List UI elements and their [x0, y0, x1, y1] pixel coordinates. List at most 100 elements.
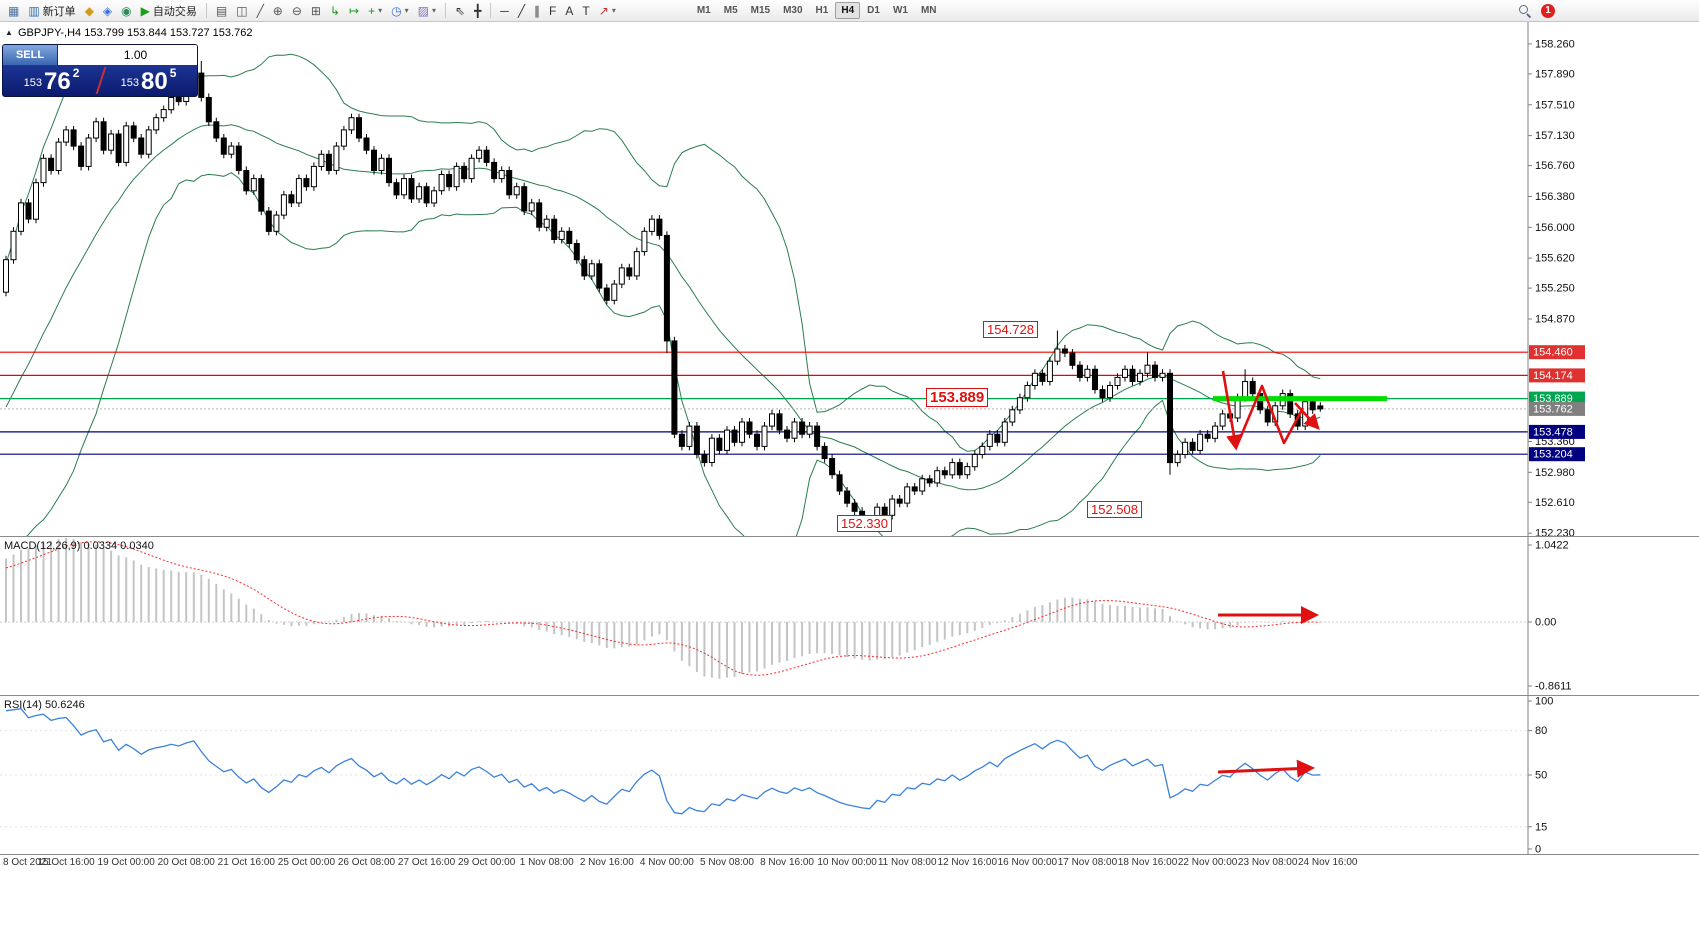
toolbar-auto-trading-button[interactable]: ▶ 自动交易 [137, 1, 201, 20]
timeframe-mn-button[interactable]: MN [915, 2, 943, 19]
auto-scroll-icon: ↳ [329, 3, 341, 18]
timeframe-m15-button[interactable]: M15 [745, 2, 776, 19]
fibonacci-icon: F [549, 3, 557, 18]
svg-text:153.478: 153.478 [1533, 426, 1573, 438]
toolbar-text-button[interactable]: A [561, 1, 577, 20]
timeframe-h4-button[interactable]: H4 [835, 2, 861, 19]
toolbar-auto-scroll-button[interactable]: ↳ [326, 1, 344, 20]
sell-price-sup: 2 [72, 66, 80, 80]
price-axis-label: 157.510 [1535, 99, 1575, 111]
time-axis-label: 20 Oct 08:00 [157, 857, 215, 868]
timeframe-w1-button[interactable]: W1 [887, 2, 914, 19]
toolbar-navigator-button[interactable]: ◈ [99, 1, 116, 20]
toolbar-periods-button[interactable]: ◷ ▾ [387, 1, 413, 20]
sell-price-big: 76 [43, 68, 71, 95]
rsi-axis-label: 50 [1535, 770, 1547, 782]
toolbar-terminal-button[interactable]: ◉ [117, 1, 135, 20]
navigator-icon: ◈ [102, 3, 113, 18]
search-icon[interactable] [1519, 4, 1531, 17]
sell-button[interactable]: SELL [3, 45, 58, 65]
toolbar-cursor-button[interactable]: ⇖ [451, 1, 469, 20]
trade-panel-controls: SELL ▲ ▼ BUY [3, 45, 197, 65]
toolbar-market-watch-button[interactable]: ◆ [81, 1, 98, 20]
time-axis-label: 24 Nov 16:00 [1298, 857, 1358, 868]
time-axis-label: 19 Oct 00:00 [97, 857, 155, 868]
toolbar-chart-shift-button[interactable]: ↦ [345, 1, 363, 20]
rsi-axis-label: 0 [1535, 844, 1541, 855]
toolbar-text-label-button[interactable]: T [578, 1, 593, 20]
toolbar-add-indicator-button[interactable]: + ▾ [364, 1, 386, 20]
timeframe-m5-button[interactable]: M5 [718, 2, 744, 19]
rsi-axis-label: 80 [1535, 725, 1547, 737]
toolbar-trendline-button[interactable]: ╱ [514, 1, 529, 20]
toolbar-bar-chart-button[interactable]: ▤ [212, 1, 231, 20]
price-tag: 153.478 [1529, 424, 1585, 439]
price-annotation[interactable]: 153.889 [926, 388, 989, 407]
equidistant-channel-icon: ∥ [534, 3, 541, 18]
toolbar-tile-windows-button[interactable]: ⊞ [307, 1, 325, 20]
add-indicator-icon: + [368, 3, 376, 18]
time-axis[interactable]: 8 Oct 2021 15 Oct 16:00 19 Oct 00:00 20 Oct… [0, 854, 1699, 871]
trade-panel-toggle-icon[interactable]: ▲ [5, 28, 13, 37]
drawn-arrow[interactable] [1234, 384, 1305, 449]
timeframe-m1-button[interactable]: M1 [691, 2, 717, 19]
trendline-icon: ╱ [517, 3, 526, 18]
macd-label: MACD(12,26,9) 0.0334 0.0340 [4, 540, 154, 552]
toolbar-separator [205, 3, 207, 18]
drawn-arrow[interactable] [1217, 759, 1315, 778]
toolbar-button-groups: ▦ ▥ 新订单 ◆ ◈ ◉ ▶ 自动交易 ▤ ◫ ╱ ⊕ ⊖ ⊞ ↳ ↦ + ▾ ◷ ▾ ▨ ▾ ⇖ ╋ ─ ╱ ∥ F A T ↗ ▾ [4, 1, 620, 20]
toolbar-chart-window-button[interactable]: ▦ [4, 1, 23, 20]
price-axis-label: 156.760 [1535, 160, 1575, 172]
drawn-arrow[interactable] [1294, 402, 1320, 430]
time-axis-label: 17 Nov 08:00 [1057, 857, 1118, 868]
buy-price[interactable]: 153 80 5 [100, 65, 197, 96]
toolbar-zoom-in-button[interactable]: ⊕ [269, 1, 287, 20]
cursor-icon: ⇖ [455, 3, 466, 18]
timeframe-h1-button[interactable]: H1 [810, 2, 835, 19]
zoom-in-icon: ⊕ [272, 3, 283, 18]
svg-text:154.174: 154.174 [1533, 370, 1573, 382]
rsi-panel-canvas[interactable]: 100 80 50 15 0 [0, 695, 1699, 854]
sell-price[interactable]: 153 76 2 [3, 65, 100, 96]
toolbar-new-order-button[interactable]: ▥ 新订单 [24, 1, 79, 20]
toolbar-crosshair-button[interactable]: ╋ [470, 1, 485, 20]
notification-badge[interactable]: 1 [1541, 3, 1555, 18]
price-tag: 153.204 [1529, 447, 1585, 462]
toolbar-line-chart-button[interactable]: ╱ [253, 1, 268, 20]
toolbar-templates-button[interactable]: ▨ ▾ [414, 1, 440, 20]
rsi-axis-label: 100 [1535, 696, 1553, 708]
toolbar-equidistant-channel-button[interactable]: ∥ [530, 1, 544, 20]
macd-panel-canvas[interactable]: 1.0422 0.00 -0.8611 [0, 536, 1699, 695]
volume-input[interactable] [58, 45, 197, 65]
macd-axis-label: 0.00 [1535, 617, 1556, 629]
toolbar-arrows-button[interactable]: ↗ ▾ [595, 1, 620, 20]
toolbar: ▦ ▥ 新订单 ◆ ◈ ◉ ▶ 自动交易 ▤ ◫ ╱ ⊕ ⊖ ⊞ ↳ ↦ + ▾ ◷ ▾ ▨ ▾ ⇖ ╋ ─ ╱ ∥ F A T ↗ ▾ M1… [0, 0, 1699, 22]
time-axis-label: 23 Nov 08:00 [1237, 857, 1298, 868]
zoom-out-icon: ⊖ [291, 3, 302, 18]
buy-price-prefix: 153 [120, 77, 139, 89]
drawn-arrow[interactable] [1221, 370, 1242, 451]
time-axis-label: 25 Oct 00:00 [277, 857, 336, 868]
price-annotation[interactable]: 154.728 [983, 321, 1038, 338]
toolbar-horizontal-line-button[interactable]: ─ [496, 1, 513, 20]
timeframe-d1-button[interactable]: D1 [861, 2, 886, 19]
time-axis-label: 1 Nov 08:00 [519, 857, 574, 868]
timeframe-m30-button[interactable]: M30 [777, 2, 808, 19]
price-chart-canvas[interactable]: 158.260 157.890 157.510 157.130 156.760 156.3… [0, 22, 1699, 536]
toolbar-fibonacci-button[interactable]: F [545, 1, 560, 20]
time-axis-label: 16 Nov 00:00 [997, 857, 1058, 868]
toolbar-candle-chart-button[interactable]: ◫ [232, 1, 251, 20]
price-annotation[interactable]: 152.330 [837, 515, 892, 532]
trade-panel-prices: 153 76 2 153 80 5 [3, 65, 197, 96]
bar-chart-icon: ▤ [215, 3, 228, 18]
price-axis-label: 155.620 [1535, 253, 1575, 265]
tile-windows-icon: ⊞ [310, 3, 321, 18]
caret-down-icon: ▾ [378, 6, 383, 15]
arrows-icon: ↗ [598, 3, 609, 18]
time-axis-label: 4 Nov 00:00 [639, 857, 694, 868]
time-axis-label: 18 Nov 16:00 [1117, 857, 1178, 868]
toolbar-zoom-out-button[interactable]: ⊖ [288, 1, 306, 20]
price-annotation[interactable]: 152.508 [1087, 501, 1142, 518]
new-order-label: 新订单 [42, 5, 76, 18]
time-axis-label: 29 Oct 00:00 [457, 857, 516, 868]
